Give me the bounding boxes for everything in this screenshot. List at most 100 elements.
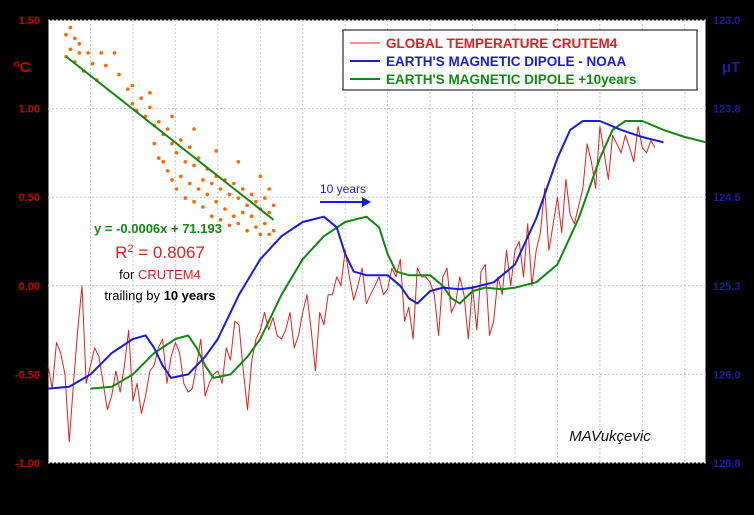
scatter-point (170, 141, 174, 146)
scatter-point (214, 199, 218, 204)
scatter-point (77, 42, 82, 46)
x-tick-label: 1890 (128, 478, 140, 502)
scatter-point (240, 187, 245, 191)
series-line-temperature (47, 125, 656, 443)
scatter-point (117, 72, 121, 77)
scatter-point (170, 114, 174, 119)
r-squared: R2 = 0.8067 (115, 243, 205, 262)
scatter-point (227, 192, 232, 197)
y-left-tick-label: 0.50 (19, 192, 40, 204)
scatter-point (73, 36, 77, 41)
x-tick-label: 1930 (298, 478, 310, 502)
scatter-inset (64, 25, 276, 237)
scatter-point (196, 187, 201, 191)
x-tick-label: 2010 (637, 478, 649, 502)
scatter-point (218, 218, 223, 222)
y-left-tick-label: -0.50 (15, 369, 40, 381)
scatter-point (254, 199, 258, 204)
scatter-point (210, 214, 214, 218)
y-left-tick-label: 1.50 (19, 15, 40, 27)
scatter-point (267, 187, 272, 191)
scatter-point (104, 63, 108, 68)
y-right-tick-label: 124.5 (713, 192, 741, 204)
scatter-point (183, 160, 188, 164)
legend-label-plus10: EARTH'S MAGNETIC DIPOLE +10years (386, 72, 636, 87)
signature: MAVukçevic (569, 428, 651, 445)
legend-box (342, 29, 698, 91)
series-line-noaa (47, 120, 664, 390)
x-tick-label: 1910 (213, 478, 225, 502)
scatter-point (152, 141, 157, 146)
for-series-note: for CRUTEM4 (119, 267, 201, 282)
y-right-tick-label: 123.0 (713, 15, 741, 27)
scatter-point (157, 156, 161, 160)
y-right-unit: μT (722, 59, 740, 76)
scatter-point (192, 127, 196, 131)
scatter-point (86, 51, 90, 55)
trend-equation: y = -0.0006x + 71.193 (94, 221, 222, 236)
scatter-point (187, 181, 192, 186)
series-line-plus10 (90, 120, 707, 390)
x-tick-label: 1950 (383, 478, 395, 502)
scatter-point (249, 214, 254, 218)
scatter-point (174, 187, 179, 191)
y-left-tick-label: 1.00 (19, 104, 40, 116)
trailing-note: trailing by 10 years (104, 288, 215, 303)
scatter-point (254, 225, 258, 229)
scatter-point (271, 203, 276, 208)
scatter-point (214, 149, 218, 153)
y-right-tick-label: 126.0 (713, 369, 741, 381)
scatter-point (263, 196, 267, 200)
scatter-point (174, 150, 179, 155)
series-lines (47, 120, 707, 443)
scatter-point (227, 223, 232, 228)
scatter-point (68, 25, 73, 30)
x-tick-label: 1980 (510, 478, 522, 502)
scatter-point (232, 214, 236, 218)
scatter-point (112, 51, 117, 55)
scatter-point (130, 83, 135, 88)
grid-lines (48, 19, 706, 464)
scatter-point (179, 138, 183, 142)
scatter-point (170, 178, 174, 182)
y-right-tick-label: 125.3 (713, 281, 741, 293)
scatter-point (183, 196, 188, 200)
y-right-tick-label: 123.8 (713, 104, 741, 116)
y-left-tick-label: -1.00 (15, 458, 40, 470)
plot-area (47, 19, 707, 464)
scatter-point (68, 47, 73, 51)
scatter-point (240, 210, 245, 215)
x-tick-label: 2000 (595, 478, 607, 502)
scatter-point (126, 87, 130, 91)
x-tick-label: 1990 (552, 478, 564, 502)
scatter-point (201, 205, 205, 209)
x-tick-label: 1900 (170, 478, 182, 502)
scatter-point (210, 181, 214, 186)
scatter-point (236, 221, 241, 226)
scatter-point (245, 228, 249, 233)
scatter-point (165, 169, 170, 173)
scatter-point (148, 91, 152, 95)
scatter-point (64, 32, 68, 37)
x-tick-label: 2020 (680, 478, 692, 502)
scatter-point (130, 101, 135, 106)
scatter-point (223, 207, 227, 211)
y-left-unit: oC (14, 59, 31, 77)
scatter-point (165, 127, 170, 131)
scatter-point (192, 163, 196, 168)
scatter-point (201, 178, 205, 182)
scatter-point (161, 160, 165, 164)
scatter-point (267, 210, 272, 215)
scatter-point (258, 174, 263, 179)
scatter-point (192, 199, 196, 204)
scatter-point (232, 181, 236, 186)
shift-label: 10 years (320, 182, 366, 196)
scatter-point (90, 61, 95, 66)
x-axis: 1870 1880 1890 1900 1910 1920 1930 1940 1950 1960… (43, 478, 692, 502)
scatter-point (245, 203, 249, 208)
scatter-point (77, 51, 82, 55)
trend-line (65, 55, 275, 221)
scatter-point (218, 187, 223, 191)
